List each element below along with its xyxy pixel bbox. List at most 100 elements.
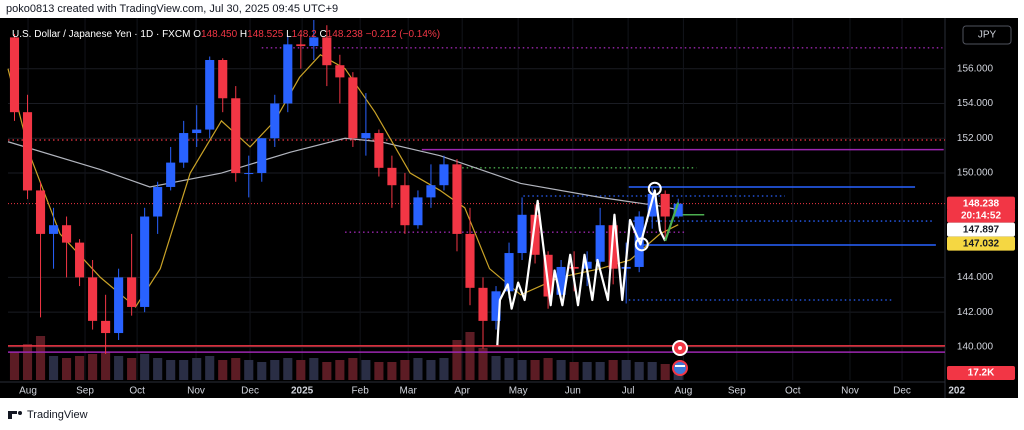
candle-body [556,266,566,295]
volume-bar [673,373,683,380]
logo-mark [18,411,22,415]
x-tick-label: Feb [352,386,370,397]
candle-body [22,112,33,191]
candle-body [465,233,475,288]
candle-body [309,37,319,47]
volume-bar [413,358,423,380]
volume-bar [22,344,33,380]
candle-body [400,185,410,226]
trend-drawing [664,202,680,242]
legend-value: 148.238 [327,29,364,40]
x-tick-label: Jun [565,386,581,397]
y-tick-label: 150.000 [957,168,994,179]
levels [8,47,945,353]
volume-bar [257,362,267,380]
x-tick-label: 2025 [291,386,314,397]
volume-bar [192,358,202,380]
x-tick-label: Dec [241,386,259,397]
flag-icon[interactable] [672,360,688,376]
volume-bar [309,358,319,380]
candle-body [673,203,683,217]
caption: poko0813 created with TradingView.com, J… [6,3,338,15]
y-tick-label: 144.000 [957,272,994,283]
volume-bar [127,358,137,380]
x-tick-label: Nov [841,386,859,397]
candle-body [88,277,98,321]
candle-body [452,164,462,234]
candle-body [439,164,449,186]
candle-body [374,133,384,168]
currency-box[interactable] [962,25,1012,45]
volume-bar [595,362,605,380]
candle-body [517,214,527,254]
candle-body [270,103,280,139]
legend-value: 148.525 [247,29,284,40]
candle-body [166,162,176,187]
candle-body [569,266,579,269]
logo-mark [8,411,12,419]
drawings [496,181,680,346]
candle-body [504,253,514,292]
x-tick-label: Sep [76,386,94,397]
candle-body [335,65,345,78]
flag-stripe [675,365,685,367]
circle-marker [634,237,649,252]
volume-bar [153,358,163,380]
y-tick-label: 152.000 [957,133,994,144]
volume-bar [296,360,306,380]
last-price-label: 148.238 [963,198,1000,209]
logo-mark [12,411,17,414]
volume-bar [400,360,410,380]
candle-body [62,225,72,243]
volume-bar [88,354,98,380]
volume-bar [569,362,579,380]
legend-symbol: U.S. Dollar / Japanese Yen · 1D · FXCM [12,29,190,40]
volume-bar [75,356,85,380]
candle-body [205,60,215,130]
candle-body [153,186,163,217]
candle-body [478,287,488,321]
volume-bar [634,362,644,380]
chart-bg [0,18,1018,398]
footer-logo [8,411,22,419]
volume-bar [322,362,332,380]
trend-drawing [496,189,667,346]
volume-bar [452,340,462,380]
volume-bar [179,360,189,380]
last-price-label-bg [947,196,1015,211]
x-tick-label: 202 [948,386,965,397]
candle-body [413,197,423,226]
volume [9,332,683,380]
volume-bar [465,332,475,380]
candle-body [48,225,59,234]
moving-average [7,137,679,211]
volume-bar [517,360,527,380]
volume-bar [348,358,358,380]
legend-key: C [319,29,326,40]
candle-body [114,277,124,334]
countdown-label: 20:14:52 [961,210,1001,221]
footer: TradingView [27,409,88,421]
x-tick-label: May [509,386,528,397]
x-tick-label: Mar [400,386,418,397]
volume-bar [556,360,566,380]
volume-label-bg [947,366,1015,380]
legend-key: O [193,29,201,40]
ma-price-label-bg [947,222,1015,237]
volume-bar [582,362,592,380]
legend: U.S. Dollar / Japanese Yen · 1D · FXCM O… [12,29,440,40]
legend-value: 148.2 [292,29,317,40]
candle-body [283,44,293,104]
legend-change: −0.212 (−0.14%) [366,29,441,40]
x-tick-label: Oct [785,386,801,397]
x-tick-label: Jul [622,386,635,397]
candle-body [387,167,397,186]
ma-price-label-bg [947,236,1015,251]
volume-bar [9,352,20,380]
candle-body [322,37,332,66]
ma-price-label: 147.032 [963,238,1000,249]
legend-key: L [286,29,292,40]
volume-bar [660,364,670,380]
